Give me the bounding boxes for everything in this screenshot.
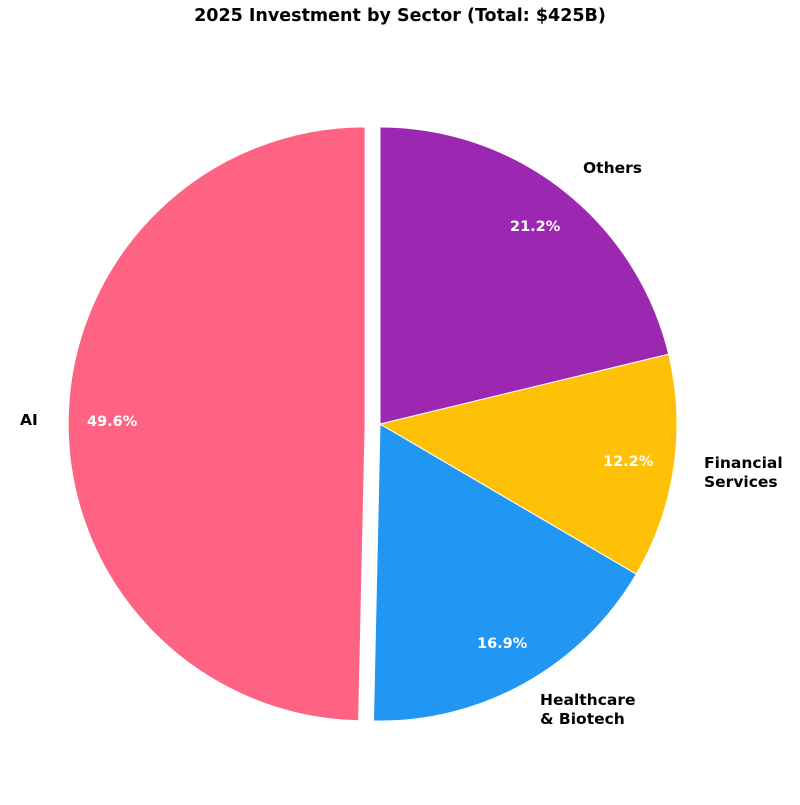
label-healthcare-line2: & Biotech [540,710,625,728]
category-labels: AI Healthcare & Biotech Financial Servic… [20,159,783,728]
pct-ai: 49.6% [87,414,138,430]
pct-others: 21.2% [510,219,561,235]
label-ai: AI [20,411,38,429]
chart-title: 2025 Investment by Sector (Total: $425B) [194,6,606,26]
wedge-others [379,126,670,425]
wedge-healthcare [372,423,637,722]
pct-financial: 12.2% [603,454,654,470]
pie-wedges [67,126,678,722]
label-healthcare-line1: Healthcare [540,691,636,709]
label-financial-line1: Financial [704,454,783,472]
pct-healthcare: 16.9% [477,636,528,652]
wedge-ai [67,126,366,722]
label-financial-line2: Services [704,473,778,491]
label-others: Others [583,159,642,177]
wedge-financial [378,353,678,575]
percent-labels: 49.6% 16.9% 12.2% 21.2% [87,219,654,652]
